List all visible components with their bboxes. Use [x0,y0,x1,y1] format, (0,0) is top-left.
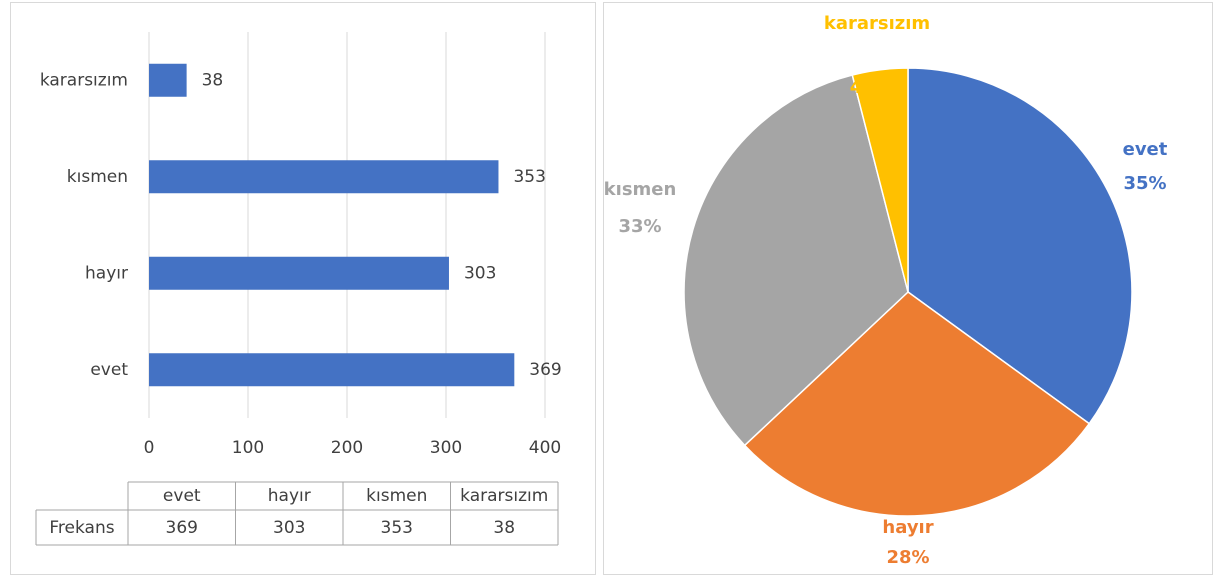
slice-value-label: 33% [618,216,661,237]
pie-slice [743,291,1091,517]
slice-value-label: 35% [1123,173,1166,194]
table-cell: 353 [381,518,413,538]
y-tick-label: evet [90,360,128,380]
x-tick-label: 100 [232,438,264,458]
x-tick-label: 0 [144,438,155,458]
pie-slice [683,74,909,447]
y-tick-label: kısmen [67,167,128,187]
table-header: evet [163,486,201,506]
slice-category-label: hayır [882,517,933,538]
table-header: kararsızım [460,486,548,506]
slice-value-label: 28% [886,547,929,568]
table-cell: 303 [273,518,305,538]
slice-category-label: kararsızım [824,13,930,34]
slice-category-label: evet [1123,139,1168,160]
value-label: 303 [464,263,496,283]
value-label: 369 [529,360,561,380]
table-cell: 38 [493,518,515,538]
bar [149,63,187,97]
x-tick-label: 200 [331,438,363,458]
bar [149,160,499,194]
table-row-label: Frekans [49,518,114,538]
x-tick-label: 400 [529,438,561,458]
table-header: kısmen [366,486,427,506]
pie-slice [907,67,1133,425]
value-label: 38 [202,70,224,90]
slice-value-label: 4 [850,77,863,98]
y-tick-label: kararsızım [40,70,128,90]
y-tick-label: hayır [85,263,128,283]
bar [149,353,515,387]
x-tick-label: 300 [430,438,462,458]
value-label: 353 [513,167,545,187]
bar [149,256,449,290]
pie-slice [851,67,909,293]
slice-category-label: kısmen [604,179,677,200]
table-header: hayır [268,486,311,506]
table-cell: 369 [166,518,198,538]
